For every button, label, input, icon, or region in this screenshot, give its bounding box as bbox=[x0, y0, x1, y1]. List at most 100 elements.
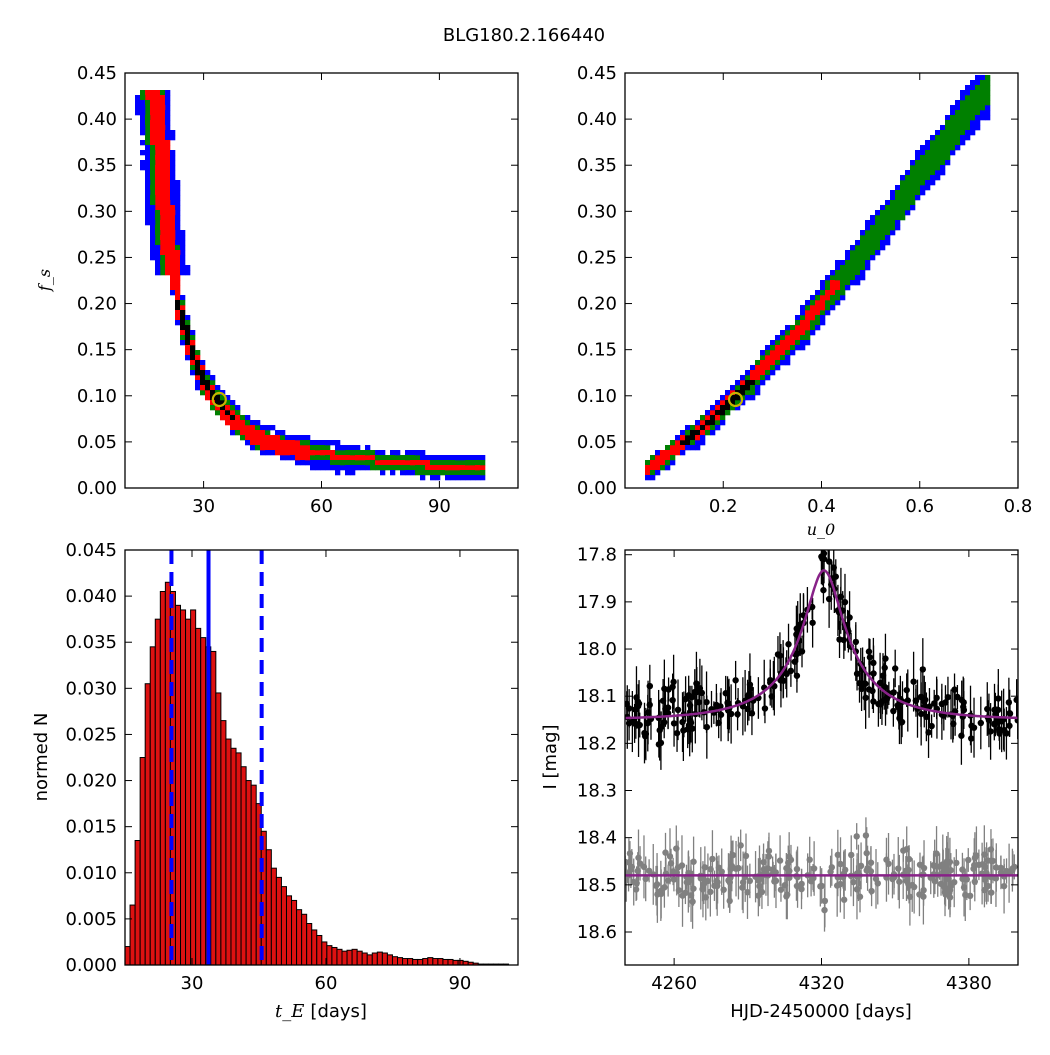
heatmap-cell bbox=[165, 195, 171, 201]
heatmap-cell bbox=[945, 120, 951, 126]
heatmap-cell bbox=[980, 85, 986, 91]
data-point bbox=[825, 539, 831, 545]
heatmap-cell bbox=[965, 135, 971, 141]
heatmap-cell bbox=[860, 270, 866, 276]
heatmap-cell bbox=[260, 445, 266, 451]
heatmap-cell bbox=[475, 455, 481, 461]
heatmap-cell bbox=[685, 425, 691, 431]
heatmap-cell bbox=[870, 215, 876, 221]
heatmap-cell bbox=[160, 165, 166, 171]
heatmap-cell bbox=[865, 225, 871, 231]
y-tick-label: 18.1 bbox=[577, 686, 617, 707]
model-curve bbox=[625, 569, 1018, 720]
heatmap-cell bbox=[435, 475, 441, 481]
heatmap-cell bbox=[830, 300, 836, 306]
heatmap-cell bbox=[150, 240, 156, 246]
heatmap-cell bbox=[825, 295, 831, 301]
heatmap-cell bbox=[695, 430, 701, 436]
heatmap-cell bbox=[180, 335, 186, 341]
heatmap-cell bbox=[180, 330, 186, 336]
heatmap-cell bbox=[160, 115, 166, 121]
heatmap-cell bbox=[750, 375, 756, 381]
histogram-bar bbox=[417, 958, 424, 966]
heatmap-cell bbox=[155, 225, 161, 231]
heatmap-cell bbox=[800, 335, 806, 341]
data-point bbox=[853, 670, 861, 677]
heatmap-cell bbox=[160, 265, 166, 271]
histogram-bar bbox=[250, 784, 257, 966]
heatmap-cell bbox=[160, 100, 166, 106]
heatmap-cell bbox=[265, 435, 271, 441]
heatmap-cell bbox=[170, 180, 176, 186]
heatmap-cell bbox=[780, 330, 786, 336]
data-point bbox=[837, 860, 844, 868]
heatmap-cell bbox=[155, 220, 161, 226]
heatmap-cell bbox=[860, 275, 866, 281]
y-tick-label: 18.6 bbox=[577, 922, 617, 943]
heatmap-cell bbox=[185, 340, 191, 346]
histogram-bar bbox=[397, 957, 404, 966]
data-point bbox=[698, 689, 706, 697]
heatmap-cell bbox=[180, 245, 186, 251]
heatmap-cell bbox=[775, 350, 781, 356]
heatmap-cell bbox=[345, 450, 351, 456]
data-point bbox=[862, 680, 869, 687]
y-tick-label: 0.15 bbox=[577, 340, 617, 361]
heatmap-cell bbox=[160, 205, 166, 211]
heatmap-cell bbox=[315, 440, 321, 446]
heatmap-cell bbox=[415, 465, 421, 471]
heatmap-cell bbox=[850, 260, 856, 266]
heatmap-cell bbox=[925, 150, 931, 156]
heatmap-cell bbox=[660, 465, 666, 471]
heatmap-cell bbox=[140, 95, 146, 101]
heatmap-cell bbox=[780, 335, 786, 341]
data-point bbox=[747, 685, 754, 693]
x-tick-label: 90 bbox=[428, 496, 451, 517]
data-point bbox=[891, 665, 899, 672]
heatmap-cell bbox=[155, 140, 161, 146]
heatmap-cell bbox=[150, 220, 156, 226]
heatmap-cell bbox=[825, 280, 831, 286]
heatmap-cell bbox=[165, 260, 171, 266]
heatmap-cell bbox=[775, 365, 781, 371]
y-axis-label: f_s bbox=[35, 269, 54, 292]
y-tick-label: 0.45 bbox=[77, 63, 117, 84]
heatmap-cell bbox=[895, 205, 901, 211]
heatmap-cell bbox=[840, 275, 846, 281]
heatmap-cell bbox=[685, 445, 691, 451]
heatmap-cell bbox=[385, 465, 391, 471]
heatmap-cell bbox=[150, 120, 156, 126]
heatmap-cell bbox=[235, 425, 241, 431]
heatmap-cell bbox=[960, 140, 966, 146]
heatmap-cell bbox=[165, 240, 171, 246]
data-point bbox=[840, 896, 848, 903]
heatmap-cell bbox=[860, 265, 866, 271]
heatmap-cell bbox=[785, 340, 791, 346]
heatmap-cell bbox=[155, 250, 161, 256]
histogram-bar bbox=[174, 604, 182, 966]
heatmap-cell bbox=[895, 195, 901, 201]
heatmap-cells bbox=[135, 90, 486, 481]
heatmap-cell bbox=[875, 210, 881, 216]
heatmap-cell bbox=[170, 240, 176, 246]
heatmap-cell bbox=[180, 300, 186, 306]
heatmap-cell bbox=[395, 450, 401, 456]
heatmap-cell bbox=[455, 455, 461, 461]
histogram-bar bbox=[427, 957, 434, 966]
heatmap-cell bbox=[380, 460, 386, 466]
data-point bbox=[868, 887, 875, 895]
heatmap-cell bbox=[255, 430, 261, 436]
heatmap-cell bbox=[790, 335, 796, 341]
heatmap-cell bbox=[805, 330, 811, 336]
heatmap-cell bbox=[155, 270, 161, 276]
heatmap-cell bbox=[145, 215, 151, 221]
heatmap-cell bbox=[920, 155, 926, 161]
tick-marks: 30 60 90 0.00 0.05 0.10 0.15 0.20 0.25 0.30 0.35 0.… bbox=[77, 63, 518, 517]
heatmap-cell bbox=[150, 175, 156, 181]
heatmap-cell bbox=[155, 120, 161, 126]
heatmap-cell bbox=[790, 325, 796, 331]
data-point bbox=[809, 619, 816, 626]
heatmap-cell bbox=[820, 310, 826, 316]
heatmap-cell bbox=[175, 250, 181, 256]
heatmap-cell bbox=[830, 295, 836, 301]
